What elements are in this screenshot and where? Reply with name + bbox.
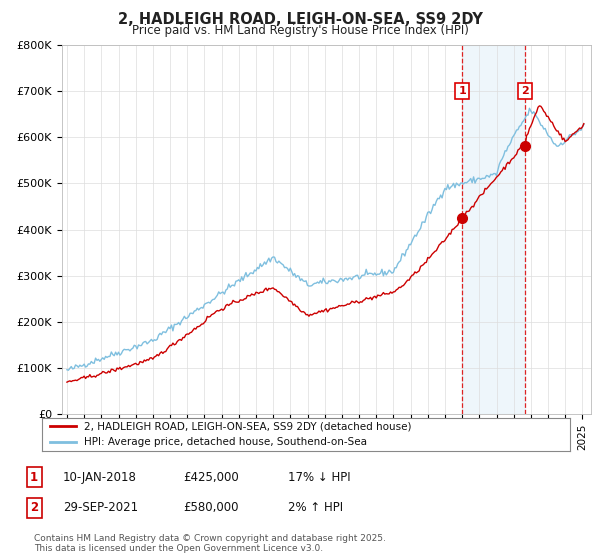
Text: 2: 2 — [521, 86, 529, 96]
Text: Price paid vs. HM Land Registry's House Price Index (HPI): Price paid vs. HM Land Registry's House … — [131, 24, 469, 37]
Text: HPI: Average price, detached house, Southend-on-Sea: HPI: Average price, detached house, Sout… — [84, 437, 367, 447]
Text: 1: 1 — [458, 86, 466, 96]
Text: 29-SEP-2021: 29-SEP-2021 — [63, 501, 138, 515]
Text: Contains HM Land Registry data © Crown copyright and database right 2025.
This d: Contains HM Land Registry data © Crown c… — [34, 534, 386, 553]
Text: 2, HADLEIGH ROAD, LEIGH-ON-SEA, SS9 2DY (detached house): 2, HADLEIGH ROAD, LEIGH-ON-SEA, SS9 2DY … — [84, 422, 412, 431]
Bar — [462, 45, 525, 414]
Text: 2, HADLEIGH ROAD, LEIGH-ON-SEA, SS9 2DY: 2, HADLEIGH ROAD, LEIGH-ON-SEA, SS9 2DY — [118, 12, 482, 27]
Text: 1: 1 — [30, 470, 38, 484]
Text: £425,000: £425,000 — [183, 470, 239, 484]
Text: £580,000: £580,000 — [183, 501, 239, 515]
Text: 17% ↓ HPI: 17% ↓ HPI — [288, 470, 350, 484]
Text: 2: 2 — [30, 501, 38, 515]
Text: 2% ↑ HPI: 2% ↑ HPI — [288, 501, 343, 515]
Text: 10-JAN-2018: 10-JAN-2018 — [63, 470, 137, 484]
